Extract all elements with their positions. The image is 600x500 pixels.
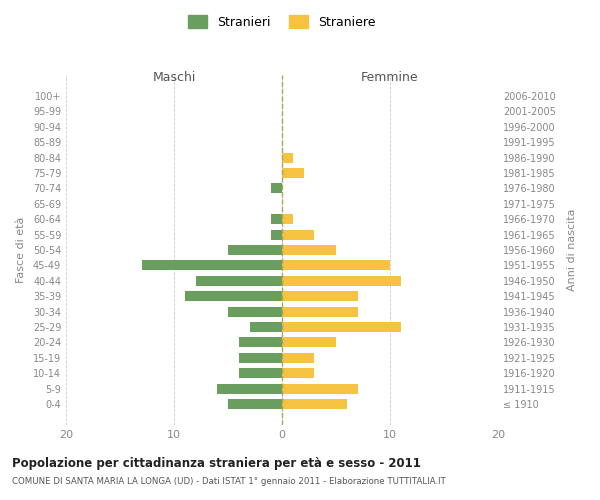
Bar xyxy=(282,399,347,409)
Bar xyxy=(282,152,293,162)
Bar xyxy=(282,230,314,239)
Bar xyxy=(282,214,293,224)
Y-axis label: Fasce di età: Fasce di età xyxy=(16,217,26,283)
Bar xyxy=(282,368,314,378)
Y-axis label: Anni di nascita: Anni di nascita xyxy=(567,208,577,291)
Legend: Stranieri, Straniere: Stranieri, Straniere xyxy=(185,11,379,32)
Bar xyxy=(271,230,282,239)
Bar xyxy=(196,276,282,286)
Text: Popolazione per cittadinanza straniera per età e sesso - 2011: Popolazione per cittadinanza straniera p… xyxy=(12,458,421,470)
Text: Femmine: Femmine xyxy=(361,70,419,84)
Bar xyxy=(282,322,401,332)
Bar xyxy=(228,306,282,316)
Bar xyxy=(271,184,282,194)
Bar xyxy=(282,168,304,178)
Bar xyxy=(228,399,282,409)
Bar xyxy=(239,368,282,378)
Bar xyxy=(282,306,358,316)
Bar xyxy=(282,338,336,347)
Text: COMUNE DI SANTA MARIA LA LONGA (UD) - Dati ISTAT 1° gennaio 2011 - Elaborazione : COMUNE DI SANTA MARIA LA LONGA (UD) - Da… xyxy=(12,478,446,486)
Bar xyxy=(185,291,282,301)
Bar xyxy=(228,245,282,255)
Bar xyxy=(282,353,314,363)
Bar xyxy=(142,260,282,270)
Bar xyxy=(239,353,282,363)
Text: Maschi: Maschi xyxy=(152,70,196,84)
Bar xyxy=(217,384,282,394)
Bar xyxy=(271,214,282,224)
Bar xyxy=(282,260,390,270)
Bar xyxy=(250,322,282,332)
Bar xyxy=(282,291,358,301)
Bar xyxy=(282,384,358,394)
Bar xyxy=(282,276,401,286)
Bar xyxy=(239,338,282,347)
Bar xyxy=(282,245,336,255)
